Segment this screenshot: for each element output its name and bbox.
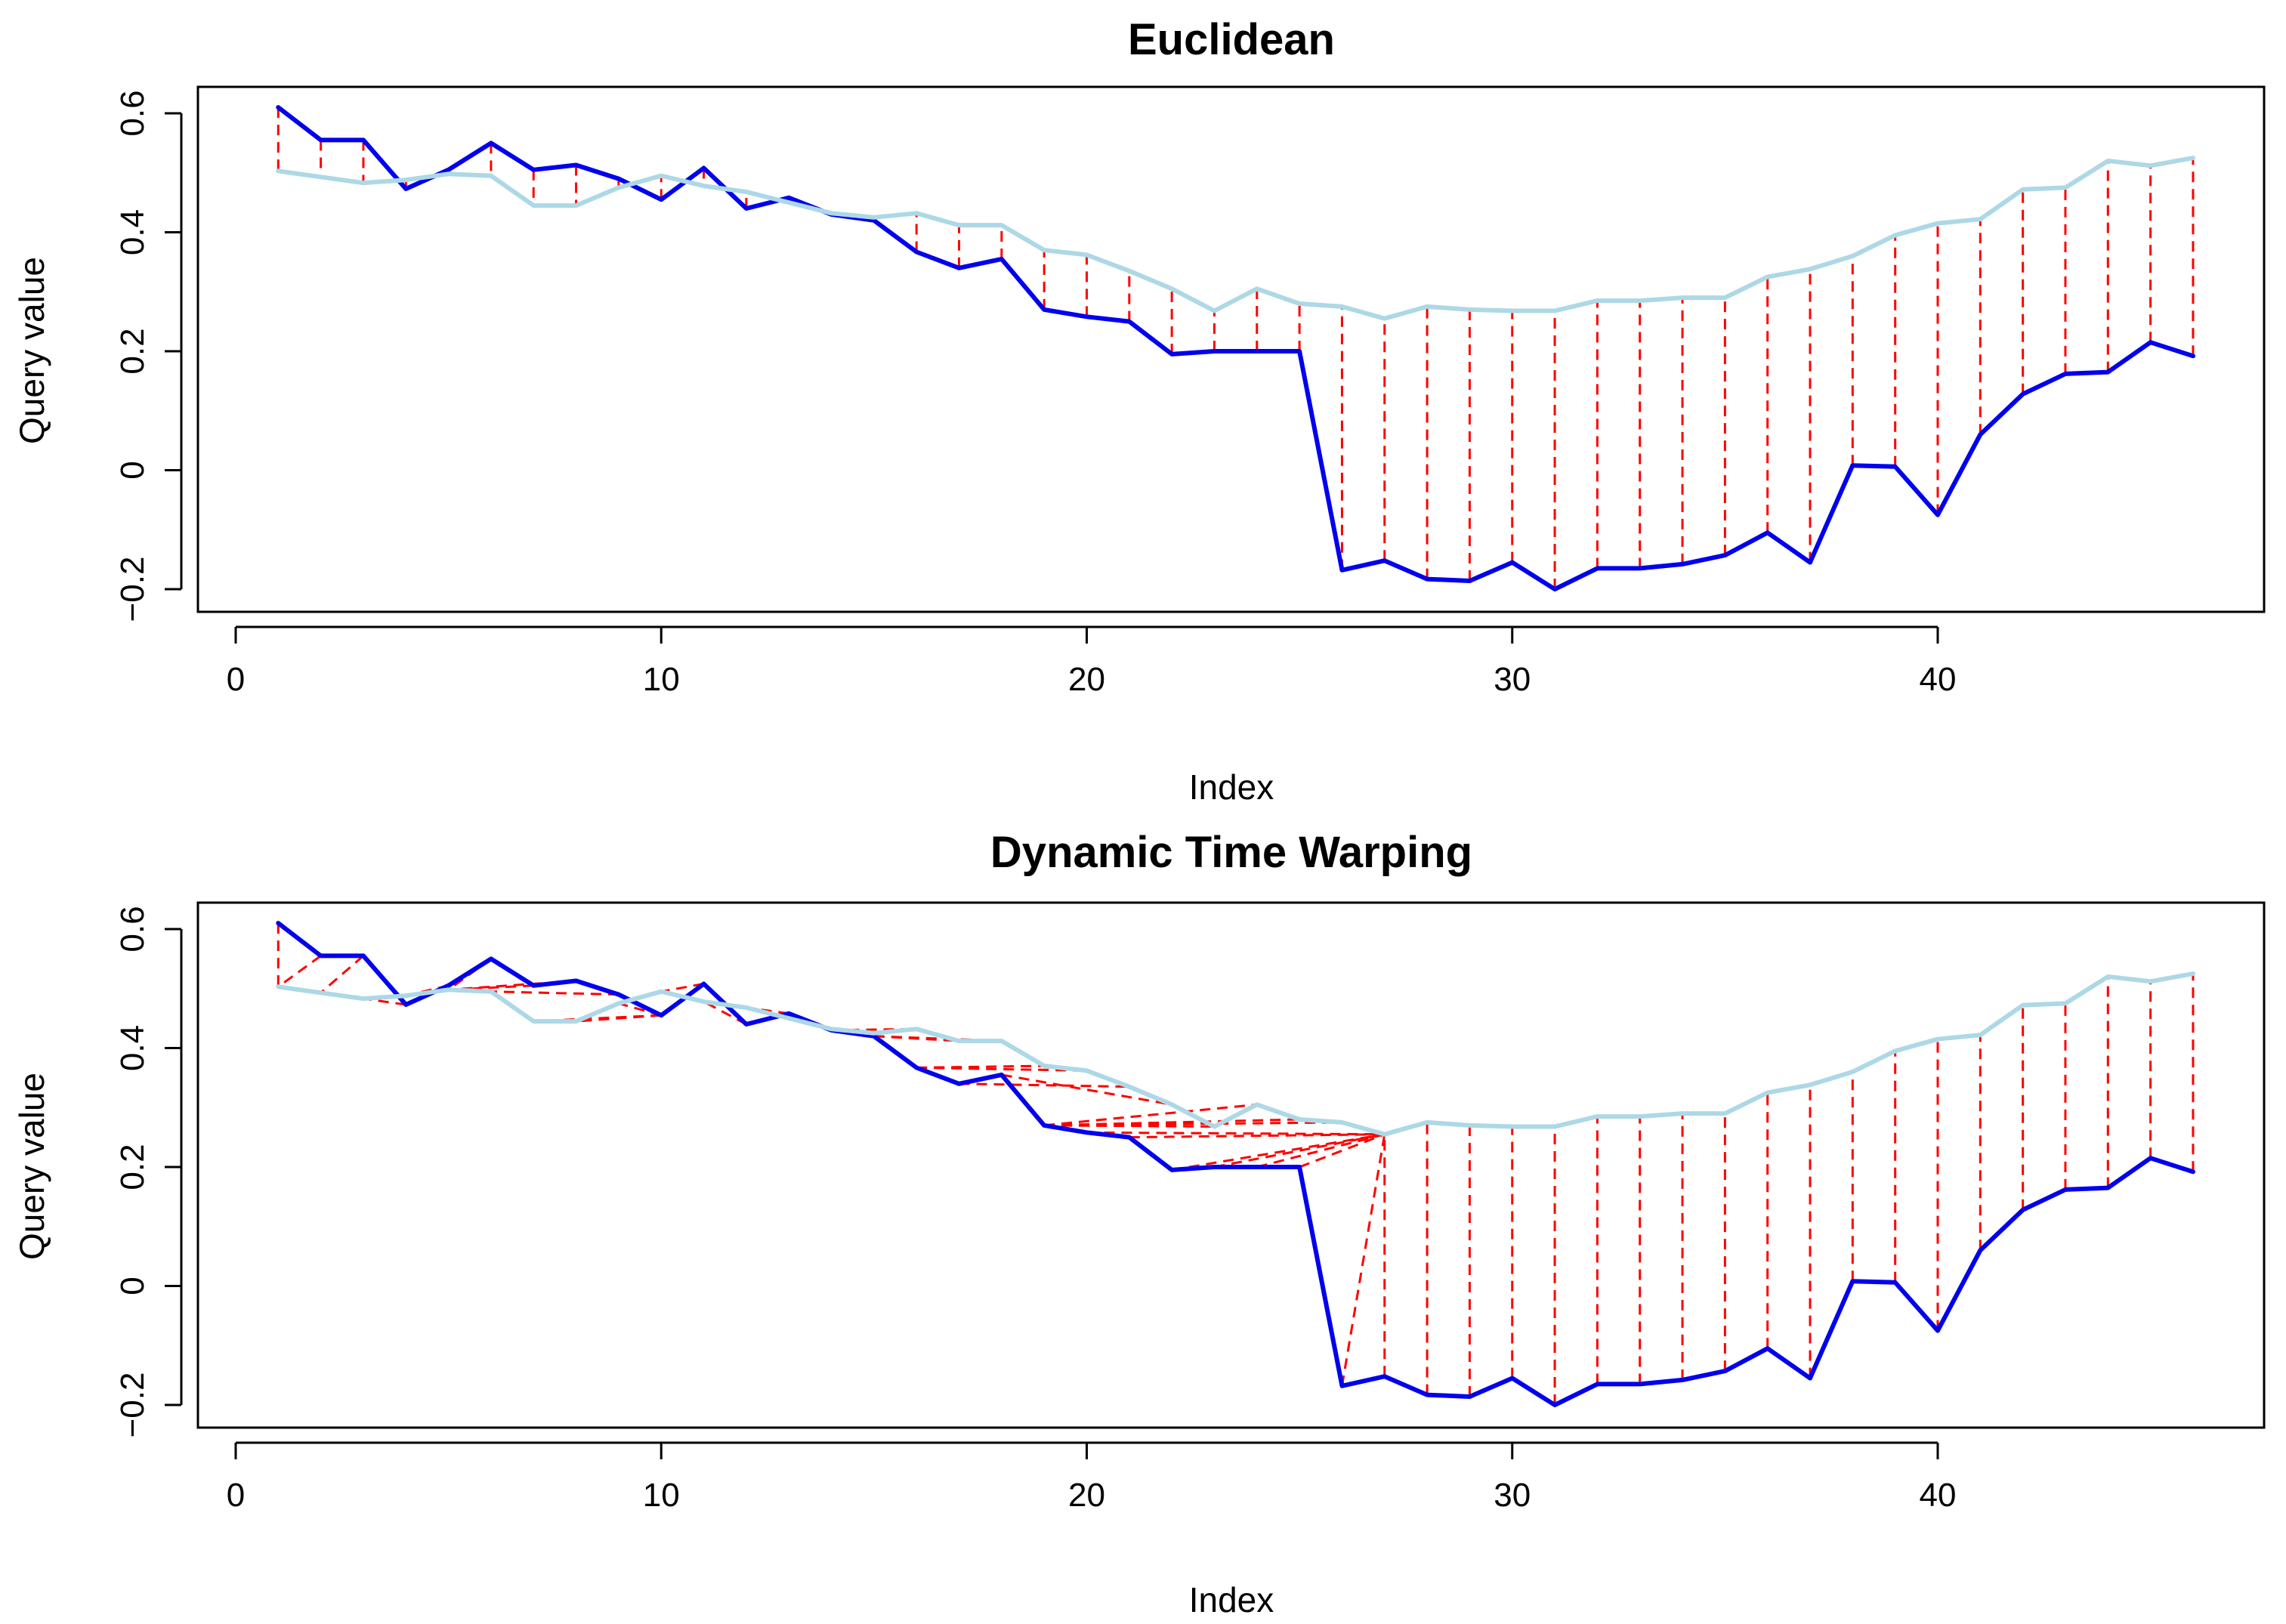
euclidean-y-tick-label: 0 <box>114 461 151 479</box>
dtw-match-line <box>1256 1133 1386 1169</box>
dtw-match-line <box>1299 1133 1386 1169</box>
dtw-y-tick-label: 0.2 <box>114 1144 151 1190</box>
dtw-match-line <box>1171 1133 1386 1172</box>
dtw-x-tick-label: 40 <box>1920 1477 1957 1514</box>
dtw-y-tick-label: −0.2 <box>114 1372 151 1438</box>
euclidean-x-axis-label: Index <box>1189 767 1274 807</box>
dtw-panel: Dynamic Time Warping Index Query value 0… <box>12 828 2266 1619</box>
dtw-match-line <box>1086 1131 1385 1136</box>
dtw-match-line <box>490 990 619 996</box>
dtw-series <box>276 921 2195 1407</box>
euclidean-x-tick-label: 20 <box>1068 661 1105 698</box>
dtw-match-line <box>320 955 364 994</box>
dtw-match-line <box>1044 1124 1215 1128</box>
dtw-match-line <box>1044 1103 1257 1127</box>
dtw-y-tick-label: 0.6 <box>114 906 151 952</box>
dtw-match-line <box>1340 1134 1386 1387</box>
euclidean-x-tick-label: 30 <box>1494 661 1531 698</box>
dtw-y-tick-label: 0.4 <box>114 1025 151 1071</box>
dtw-x-tick-label: 20 <box>1068 1477 1105 1514</box>
dtw-match-line <box>576 1014 662 1023</box>
dtw-match-line <box>277 955 322 988</box>
dtw-match-line <box>959 1082 1129 1088</box>
dtw-match-line <box>660 982 704 993</box>
euclidean-query-series-line <box>276 105 2195 591</box>
euclidean-y-tick-label: 0.4 <box>114 209 151 255</box>
euclidean-y-tick-label: 0.2 <box>114 328 151 374</box>
dtw-reference-series-line <box>276 971 2195 1137</box>
dtw-x-axis-label: Index <box>1189 1580 1274 1619</box>
euclidean-y-tick-label: 0.6 <box>114 90 151 136</box>
dtw-match-line <box>1214 1133 1386 1169</box>
dtw-y-axis-label: Query value <box>12 1073 51 1260</box>
dtw-query-series-line <box>276 921 2195 1407</box>
dtw-x-axis: 0 10 20 30 40 <box>227 1441 1957 1514</box>
dtw-match-line <box>916 1066 1087 1072</box>
euclidean-x-tick-label: 0 <box>227 661 245 698</box>
euclidean-x-tick-label: 40 <box>1920 661 1957 698</box>
euclidean-panel: Euclidean Index Query value 0 10 20 30 40 −0… <box>12 15 2266 807</box>
dtw-plot-frame <box>196 901 2266 1429</box>
dtw-match-line <box>1001 1073 1172 1106</box>
euclidean-reference-series-line <box>276 156 2195 321</box>
dtw-x-tick-label: 0 <box>227 1477 245 1514</box>
dtw-x-tick-label: 30 <box>1494 1477 1531 1514</box>
euclidean-y-axis-label: Query value <box>12 257 51 444</box>
dtw-title: Dynamic Time Warping <box>990 828 1472 877</box>
euclidean-y-axis: −0.2 0 0.2 0.4 0.6 <box>114 90 183 622</box>
euclidean-y-tick-label: −0.2 <box>114 557 151 622</box>
dtw-match-lines <box>276 923 2195 1405</box>
euclidean-x-tick-label: 10 <box>643 661 680 698</box>
euclidean-series <box>276 105 2195 591</box>
euclidean-match-lines <box>276 107 2195 589</box>
euclidean-plot-frame <box>196 85 2266 613</box>
dtw-x-tick-label: 10 <box>643 1477 680 1514</box>
euclidean-title: Euclidean <box>1128 15 1335 64</box>
euclidean-x-axis: 0 10 20 30 40 <box>227 625 1957 698</box>
dtw-y-axis: −0.2 0 0.2 0.4 0.6 <box>114 906 183 1438</box>
dtw-match-line <box>1129 1133 1385 1139</box>
dtw-y-tick-label: 0 <box>114 1277 151 1295</box>
dtw-match-line <box>1044 1121 1342 1127</box>
